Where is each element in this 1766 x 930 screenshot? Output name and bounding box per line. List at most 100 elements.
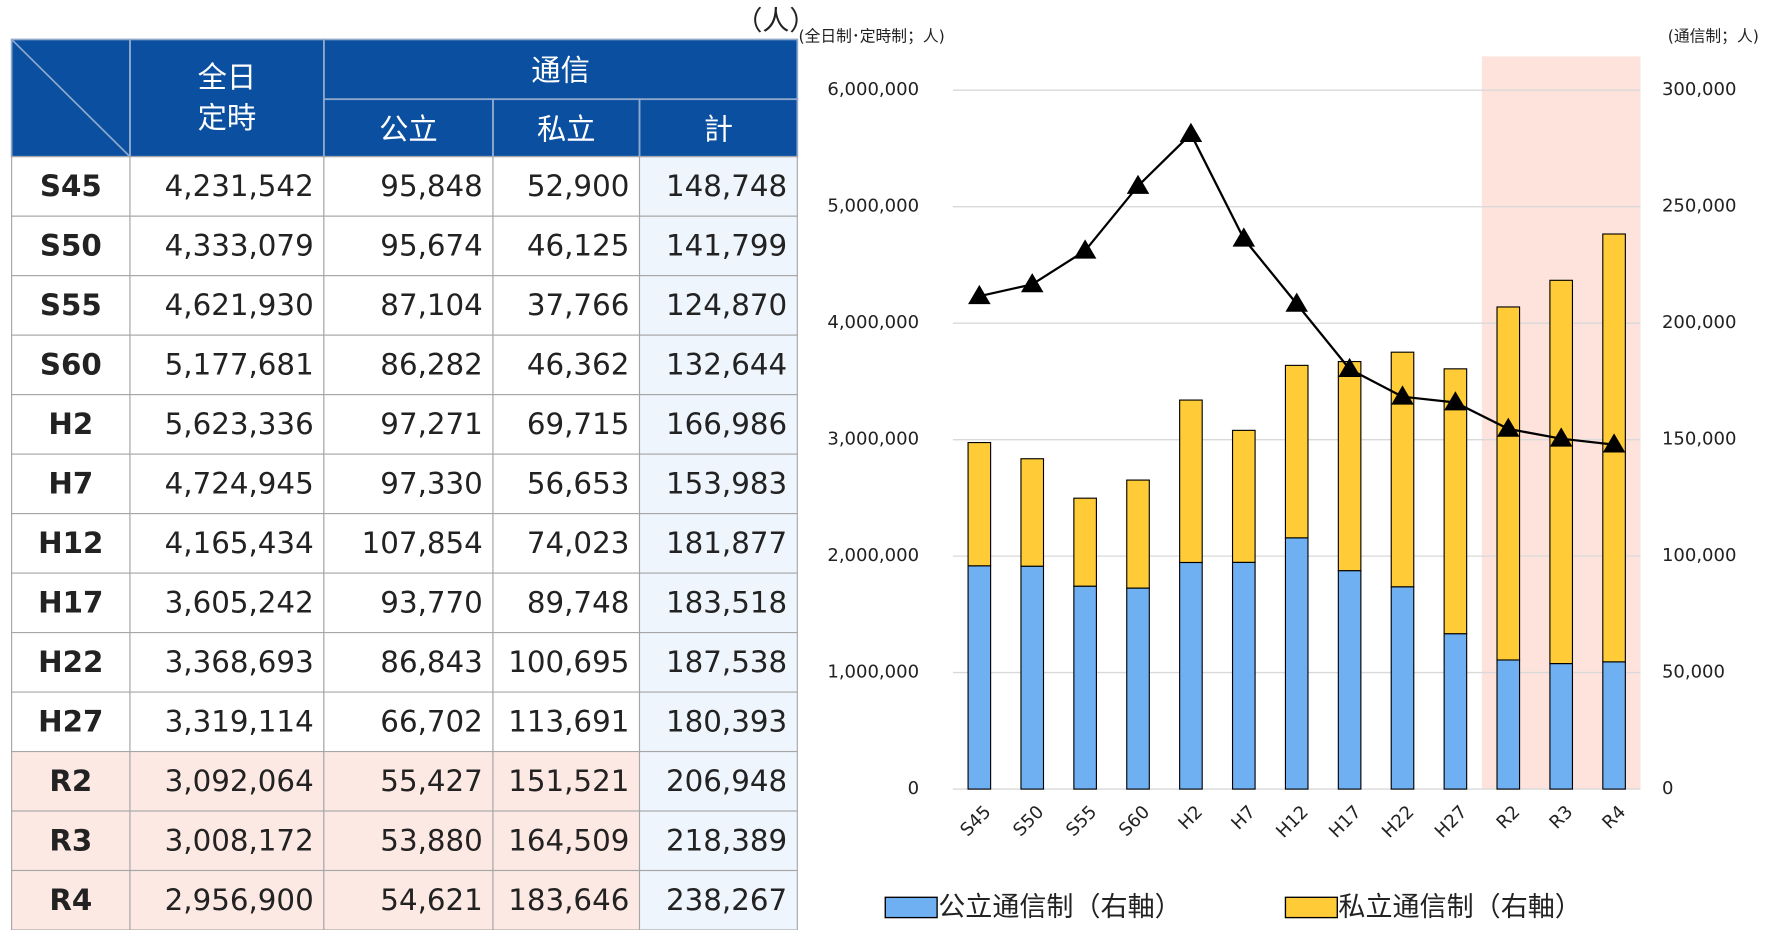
table-value: 46,362 xyxy=(527,348,630,382)
table-cell xyxy=(638,632,798,693)
legend-swatch xyxy=(1284,896,1338,919)
bar xyxy=(1179,399,1203,564)
table-value: 3,092,064 xyxy=(165,764,314,798)
y2-tick-label: 50,000 xyxy=(1662,662,1725,683)
bar xyxy=(1390,586,1415,790)
bar xyxy=(1443,633,1468,790)
x-tick-label: S50 xyxy=(1009,802,1048,841)
table-cell xyxy=(492,750,641,812)
table-value: 218,389 xyxy=(666,823,787,857)
table-value: 4,165,434 xyxy=(165,526,314,560)
legend-label: 私立通信制（右軸） xyxy=(1338,892,1581,923)
table-value: 69,715 xyxy=(527,407,630,441)
legend-swatch xyxy=(884,896,938,919)
table-cell xyxy=(492,869,641,930)
table-cell xyxy=(323,453,494,515)
row-label: S50 xyxy=(40,229,102,263)
table-cell xyxy=(323,394,494,455)
line-marker xyxy=(1549,427,1573,447)
table-cell xyxy=(323,513,494,574)
row-label: H22 xyxy=(38,645,103,679)
line-marker xyxy=(1444,391,1467,411)
y2-tick-label: 200,000 xyxy=(1662,312,1737,333)
bar xyxy=(1231,429,1256,563)
table-cell xyxy=(323,632,494,693)
table-value: 183,646 xyxy=(508,883,629,917)
table-cell xyxy=(129,810,325,872)
x-tick-label: H17 xyxy=(1325,802,1366,843)
table-value: 97,271 xyxy=(380,407,483,441)
table-value: 4,333,079 xyxy=(165,229,314,263)
row-label: H27 xyxy=(38,704,103,738)
table-value: 238,267 xyxy=(666,883,787,917)
table-cell xyxy=(638,691,798,753)
table-cell xyxy=(323,215,494,277)
x-tick-label: R4 xyxy=(1598,802,1630,834)
y-tick-label: 5,000,000 xyxy=(827,196,919,217)
row-label: S45 xyxy=(40,169,102,203)
header-text: 通信 xyxy=(531,54,590,88)
header-text: 私立 xyxy=(537,112,596,146)
table-value: 132,644 xyxy=(666,348,787,382)
table-value: 89,748 xyxy=(527,585,630,619)
row-label: R4 xyxy=(49,883,92,917)
table-value: 183,518 xyxy=(666,585,787,619)
table-header xyxy=(11,39,798,157)
table-cell xyxy=(492,275,641,336)
y-tick-label: 3,000,000 xyxy=(827,429,919,450)
row-label: H2 xyxy=(48,407,93,441)
bar xyxy=(1337,360,1362,572)
table-cell xyxy=(492,334,641,396)
x-tick-label: H12 xyxy=(1272,802,1313,843)
table-cell xyxy=(11,275,131,336)
header-text: 全日 xyxy=(198,60,257,94)
table-cell xyxy=(323,572,494,634)
table-cell xyxy=(323,869,494,930)
table-value: 164,509 xyxy=(508,823,629,857)
x-tick-label: H27 xyxy=(1431,802,1472,843)
table-cell xyxy=(11,810,131,872)
table-cell xyxy=(11,156,131,217)
line-marker xyxy=(1073,239,1097,259)
bar xyxy=(1443,368,1468,635)
table-value: 153,983 xyxy=(666,466,787,500)
bar xyxy=(1602,661,1626,790)
row-label: H17 xyxy=(38,585,103,619)
unit-note: （人） xyxy=(735,6,816,37)
table-value: 124,870 xyxy=(666,288,787,322)
table-value: 37,766 xyxy=(527,288,630,322)
y-tick-label: 0 xyxy=(908,778,919,799)
table-cell xyxy=(638,513,798,574)
table-value: 5,623,336 xyxy=(165,407,314,441)
line-marker xyxy=(1497,417,1520,437)
table-value: 74,023 xyxy=(527,526,630,560)
table-value: 87,104 xyxy=(380,288,483,322)
row-label: R3 xyxy=(49,823,92,857)
y-tick-label: 2,000,000 xyxy=(827,545,919,566)
table-cell xyxy=(638,810,798,872)
bar xyxy=(967,441,992,567)
corner-diagonal xyxy=(11,38,131,158)
line-marker xyxy=(1602,433,1626,453)
y2-tick-label: 300,000 xyxy=(1662,79,1737,100)
row-label: S55 xyxy=(40,288,102,322)
row-label: R2 xyxy=(49,764,92,798)
bar xyxy=(1390,351,1415,588)
line-marker xyxy=(1232,227,1256,247)
table-value: 113,691 xyxy=(508,704,629,738)
table-cell xyxy=(11,869,131,930)
y2-axis-label: (通信制；人) xyxy=(1668,27,1759,46)
table-value: 206,948 xyxy=(666,764,787,798)
table-cell xyxy=(129,215,325,277)
bar xyxy=(1284,364,1309,539)
x-tick-label: R3 xyxy=(1545,802,1577,834)
row-label: H12 xyxy=(38,526,103,560)
table-cell xyxy=(129,513,325,574)
bar xyxy=(1496,306,1521,661)
line-marker xyxy=(968,284,991,305)
table-value: 151,521 xyxy=(508,764,629,798)
table-cell xyxy=(129,275,325,336)
y-tick-label: 6,000,000 xyxy=(827,79,919,100)
table-cell xyxy=(11,394,131,455)
